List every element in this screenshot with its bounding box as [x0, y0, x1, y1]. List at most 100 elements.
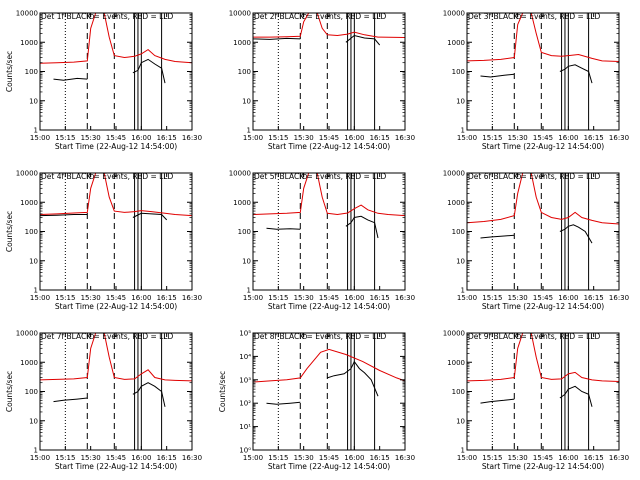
series-line-events [266, 401, 301, 405]
x-tick-label: 15:30 [508, 294, 528, 302]
series-line-lld [253, 13, 405, 38]
series-lld [253, 173, 405, 217]
x-tick-label: 15:00 [457, 294, 477, 302]
chart-title: Det 3f BLACK = Events, RED = LLD [468, 12, 601, 21]
plot-frame [39, 172, 193, 291]
marker-label: L [376, 173, 380, 181]
series-events [40, 212, 168, 221]
x-tick-label: 15:45 [533, 294, 553, 302]
y-tick-label: 100 [25, 228, 38, 236]
plot-frame [252, 12, 406, 131]
x-axis-label: Start Time (22-Aug-12 14:54:00) [55, 302, 177, 311]
y-tick-label: 10 [456, 417, 465, 425]
plot-frame [466, 332, 620, 451]
y-tick-label: 100 [25, 68, 38, 76]
marker-label: D [516, 333, 521, 341]
chart-title: Det 7f BLACK = Events, RED = LLD [41, 332, 174, 341]
series-events [480, 64, 593, 84]
marker-label: L [590, 333, 594, 341]
marker-label: D [302, 13, 307, 21]
y-tick-label: 10³ [239, 376, 251, 384]
y-tick-label: 10 [242, 257, 251, 265]
x-axis-label: Start Time (22-Aug-12 14:54:00) [268, 462, 390, 471]
x-tick-label: 15:45 [106, 454, 126, 462]
series-line-events [132, 58, 166, 84]
y-tick-label: 10 [29, 97, 38, 105]
y-tick-label: 10000 [443, 170, 465, 178]
x-tick-label: 16:30 [395, 294, 415, 302]
series-lld [40, 173, 192, 217]
chart-title: Det 5f BLACK = Events, RED = LLD [254, 172, 387, 181]
series-line-events [132, 212, 168, 221]
x-axis-label: Start Time (22-Aug-12 14:54:00) [268, 302, 390, 311]
y-tick-label: 10 [242, 97, 251, 105]
plot-frame [252, 332, 406, 451]
y-tick-label: 100 [452, 388, 465, 396]
y-tick-label: 1000 [447, 359, 465, 367]
x-tick-label: 15:30 [294, 294, 314, 302]
x-tick-label: 16:00 [131, 294, 151, 302]
x-tick-label: 16:30 [395, 134, 415, 142]
chart-title: Det 8f BLACK = Events, RED = LLD [254, 332, 387, 341]
x-tick-label: 15:15 [482, 294, 502, 302]
series-events [266, 215, 379, 239]
series-events [53, 58, 166, 84]
plot-frame [39, 12, 193, 131]
x-tick-label: 16:30 [182, 134, 202, 142]
series-events [53, 382, 166, 407]
x-tick-label: 16:15 [370, 294, 390, 302]
y-tick-label: 1 [461, 127, 465, 135]
x-tick-label: 16:00 [558, 294, 578, 302]
plot-frame [39, 332, 193, 451]
x-tick-label: 15:00 [30, 134, 50, 142]
series-events [480, 385, 593, 407]
series-events [253, 34, 381, 46]
marker-label: L [163, 13, 167, 21]
y-tick-label: 1 [247, 127, 251, 135]
x-tick-label: 16:00 [558, 134, 578, 142]
x-tick-label: 16:00 [558, 454, 578, 462]
x-tick-label: 16:15 [157, 134, 177, 142]
x-tick-label: 15:15 [482, 454, 502, 462]
y-tick-label: 10² [239, 400, 251, 408]
x-tick-label: 16:15 [370, 454, 390, 462]
plot-frame [466, 172, 620, 291]
y-tick-label: 10000 [16, 330, 38, 338]
series-line-events [559, 224, 593, 244]
y-tick-label: 1000 [233, 199, 251, 207]
y-tick-label: 10¹ [239, 423, 251, 431]
series-line-events [53, 77, 88, 81]
y-tick-label: 1000 [233, 39, 251, 47]
y-axis-label: Counts/sec [5, 211, 14, 252]
y-tick-label: 100 [238, 228, 251, 236]
y-tick-label: 1 [34, 127, 38, 135]
marker-label: D [516, 13, 521, 21]
series-line-events [253, 37, 301, 40]
x-tick-label: 16:00 [344, 454, 364, 462]
y-tick-label: 1 [247, 287, 251, 295]
x-tick-label: 16:30 [182, 454, 202, 462]
x-tick-label: 16:00 [131, 454, 151, 462]
x-tick-label: 15:15 [55, 454, 75, 462]
x-tick-label: 16:30 [395, 454, 415, 462]
x-axis-label: Start Time (22-Aug-12 14:54:00) [482, 462, 604, 471]
y-tick-label: 10000 [16, 10, 38, 18]
x-tick-label: 15:30 [294, 134, 314, 142]
x-tick-label: 16:30 [609, 294, 629, 302]
marker-label: D [89, 173, 94, 181]
x-tick-label: 15:15 [55, 294, 75, 302]
x-tick-label: 15:45 [533, 134, 553, 142]
y-tick-label: 10⁴ [239, 353, 251, 361]
y-tick-label: 10 [29, 417, 38, 425]
x-tick-label: 15:00 [243, 454, 263, 462]
x-tick-label: 15:30 [81, 454, 101, 462]
